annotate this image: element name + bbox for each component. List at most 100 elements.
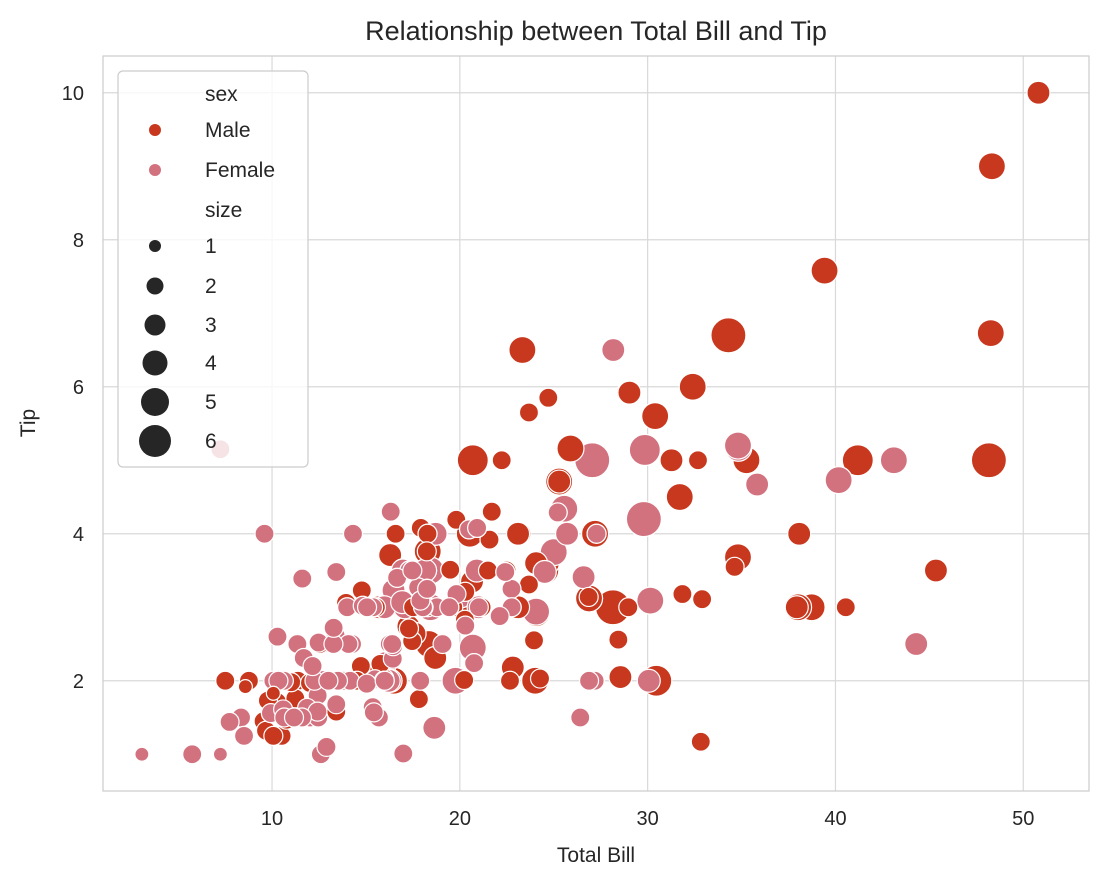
legend-size-label: 2 <box>205 275 217 298</box>
legend-size-title: size <box>205 199 242 222</box>
data-point-male <box>454 669 475 691</box>
data-point-female <box>578 670 600 691</box>
data-point-male <box>617 380 642 405</box>
data-point-male <box>976 318 1005 348</box>
data-point-male <box>479 529 500 550</box>
data-point-female <box>422 715 447 740</box>
data-point-female <box>318 670 339 691</box>
data-point-male <box>665 482 694 512</box>
data-point-male <box>724 556 745 577</box>
x-tick-label: 10 <box>261 808 283 830</box>
data-point-male <box>398 618 420 639</box>
data-point-male <box>499 670 521 691</box>
data-point-female <box>468 597 489 618</box>
data-point-male <box>523 630 545 651</box>
data-point-male <box>481 501 502 522</box>
data-point-male <box>385 523 406 544</box>
legend-label-female: Female <box>205 159 275 182</box>
legend-size-marker <box>141 388 169 416</box>
chart-title: Relationship between Total Bill and Tip <box>365 16 827 46</box>
data-points <box>134 80 1051 765</box>
data-point-female <box>467 517 488 538</box>
x-tick-label: 30 <box>637 808 659 830</box>
data-point-male <box>538 387 559 408</box>
data-point-female <box>570 707 591 728</box>
data-point-female <box>182 744 203 765</box>
data-point-male <box>456 444 489 477</box>
data-point-female <box>571 565 596 590</box>
data-point-female <box>233 725 255 746</box>
data-point-male <box>547 469 572 494</box>
legend-size-label: 4 <box>205 352 217 375</box>
data-point-male <box>970 442 1007 479</box>
data-point-male <box>841 444 874 477</box>
data-point-female <box>904 631 929 657</box>
data-point-female <box>501 578 522 599</box>
legend-marker-female <box>149 164 161 176</box>
data-point-male <box>518 402 540 423</box>
data-point-male <box>505 521 531 546</box>
legend-size-marker <box>139 425 171 457</box>
data-point-female <box>547 502 568 523</box>
data-point-female <box>636 586 665 615</box>
data-point-female <box>628 433 661 467</box>
data-point-male <box>263 725 284 746</box>
data-point-female <box>432 633 453 655</box>
legend-size-label: 6 <box>205 430 217 453</box>
data-point-male <box>678 372 707 401</box>
data-point-male <box>641 402 670 431</box>
data-point-female <box>283 707 305 728</box>
data-point-female <box>439 597 460 618</box>
legend-size-marker <box>142 350 168 376</box>
data-point-male <box>672 583 693 605</box>
data-point-male <box>690 731 711 752</box>
data-point-female <box>745 472 770 497</box>
data-point-male <box>416 541 437 562</box>
data-point-male <box>529 668 551 689</box>
data-point-male <box>491 450 512 471</box>
data-point-female <box>267 626 288 647</box>
data-point-female <box>326 694 347 715</box>
data-point-female <box>625 500 662 538</box>
x-axis-label: Total Bill <box>557 844 635 867</box>
legend-label-male: Male <box>205 119 251 142</box>
data-point-female <box>134 746 150 762</box>
data-point-male <box>556 434 585 463</box>
axis-ticks: 10 20 30 40 50 2 4 6 8 10 <box>62 83 1035 830</box>
legend-size-label: 5 <box>205 391 217 414</box>
data-point-female <box>417 578 438 599</box>
data-point-female <box>464 653 485 674</box>
data-point-female <box>393 743 414 764</box>
x-tick-label: 20 <box>449 808 471 830</box>
data-point-male <box>923 558 949 583</box>
data-point-male <box>417 523 438 544</box>
y-tick-label: 8 <box>73 230 84 252</box>
y-tick-label: 2 <box>73 671 84 693</box>
data-point-male <box>578 586 599 608</box>
data-point-female <box>380 501 401 522</box>
y-axis-label: Tip <box>17 409 40 437</box>
data-point-male <box>787 521 812 546</box>
data-point-female <box>363 702 384 723</box>
data-point-female <box>302 655 323 677</box>
data-point-male <box>692 589 713 610</box>
data-point-female <box>636 668 661 693</box>
data-point-male <box>608 664 633 690</box>
data-point-male <box>835 597 856 618</box>
data-point-male <box>659 448 684 473</box>
data-point-female <box>824 465 853 495</box>
data-point-female <box>402 560 423 581</box>
data-point-male <box>518 574 540 595</box>
data-point-female <box>495 561 516 583</box>
legend-size-label: 1 <box>205 235 217 258</box>
data-point-female <box>323 617 344 638</box>
data-point-male <box>508 335 537 365</box>
x-tick-label: 50 <box>1012 808 1034 830</box>
y-tick-label: 4 <box>73 524 84 546</box>
data-point-female <box>326 561 347 583</box>
data-point-male <box>608 629 629 650</box>
data-point-male <box>810 256 839 285</box>
legend-size-marker <box>149 240 161 252</box>
legend-size-label: 3 <box>205 314 217 337</box>
